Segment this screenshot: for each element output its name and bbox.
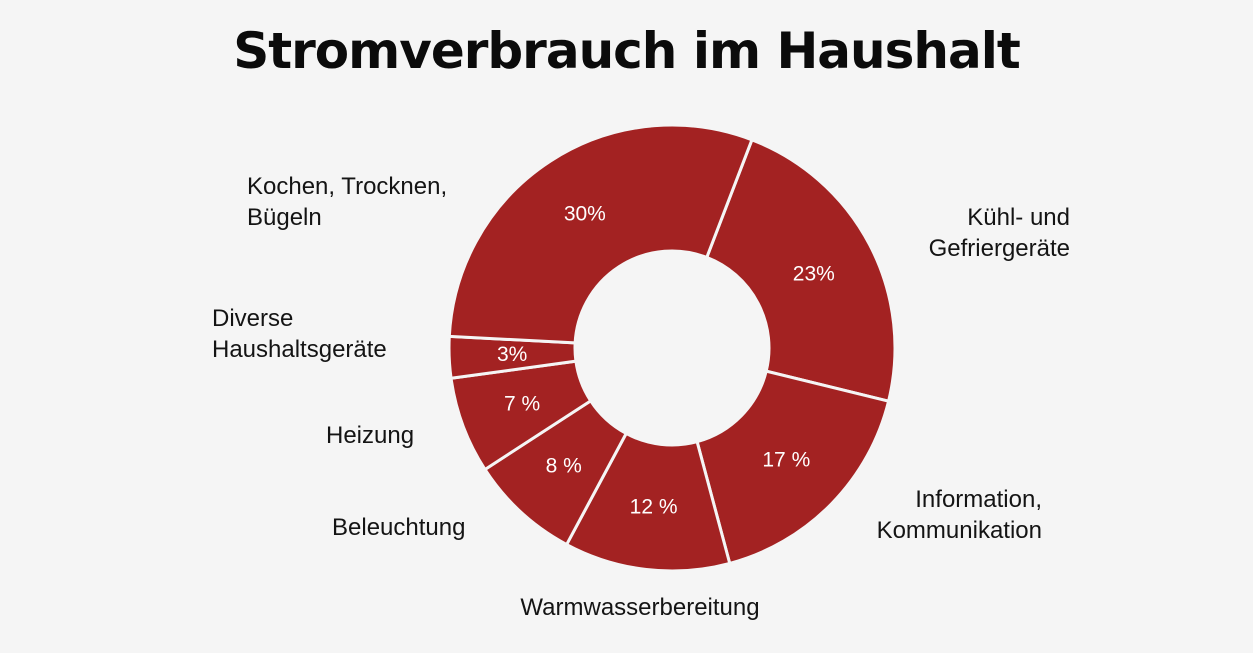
category-label-line: Gefriergeräte xyxy=(928,235,1070,262)
category-label-diverse: Diverse Haushaltsgeräte xyxy=(212,303,432,365)
slices-group xyxy=(447,123,897,573)
category-label-warm: Warmwasserbereitung xyxy=(480,592,800,623)
value-label-licht: 8 % xyxy=(546,454,582,477)
category-label-info: Information, Kommunikation xyxy=(840,484,1042,546)
slice-kochen xyxy=(447,123,754,345)
value-label-diverse: 3% xyxy=(497,343,527,366)
value-label-info: 17 % xyxy=(762,448,810,471)
slice-kuehl xyxy=(704,137,897,404)
category-label-line: Information, xyxy=(915,486,1042,513)
category-label-line: Kochen, Trocknen, xyxy=(247,173,448,200)
category-label-line: Diverse xyxy=(212,305,294,332)
category-label-line: Heizung xyxy=(326,422,415,449)
category-label-line: Warmwasserbereitung xyxy=(520,594,760,621)
slice-info xyxy=(695,369,891,566)
slice-warm xyxy=(564,431,732,573)
category-label-line: Beleuchtung xyxy=(332,514,466,541)
category-label-line: Haushaltsgeräte xyxy=(212,336,387,363)
value-label-heiz: 7 % xyxy=(504,392,540,415)
value-labels-group: 23% 17 % 12 % 8 % 7 % 3% 30% xyxy=(497,202,835,518)
category-label-line: Kommunikation xyxy=(876,517,1042,544)
value-label-warm: 12 % xyxy=(630,495,678,518)
category-label-line: Kühl- und xyxy=(967,204,1070,231)
chart-title: Stromverbrauch im Haushalt xyxy=(233,22,1021,80)
category-label-kuehl: Kühl- und Gefriergeräte xyxy=(870,202,1070,264)
value-label-kochen: 30% xyxy=(564,202,606,225)
value-label-kuehl: 23% xyxy=(793,262,835,285)
category-label-line: Bügeln xyxy=(247,204,322,231)
category-label-licht: Beleuchtung xyxy=(332,512,502,543)
category-label-heiz: Heizung xyxy=(326,420,446,451)
category-label-kochen: Kochen, Trocknen, Bügeln xyxy=(247,171,507,233)
